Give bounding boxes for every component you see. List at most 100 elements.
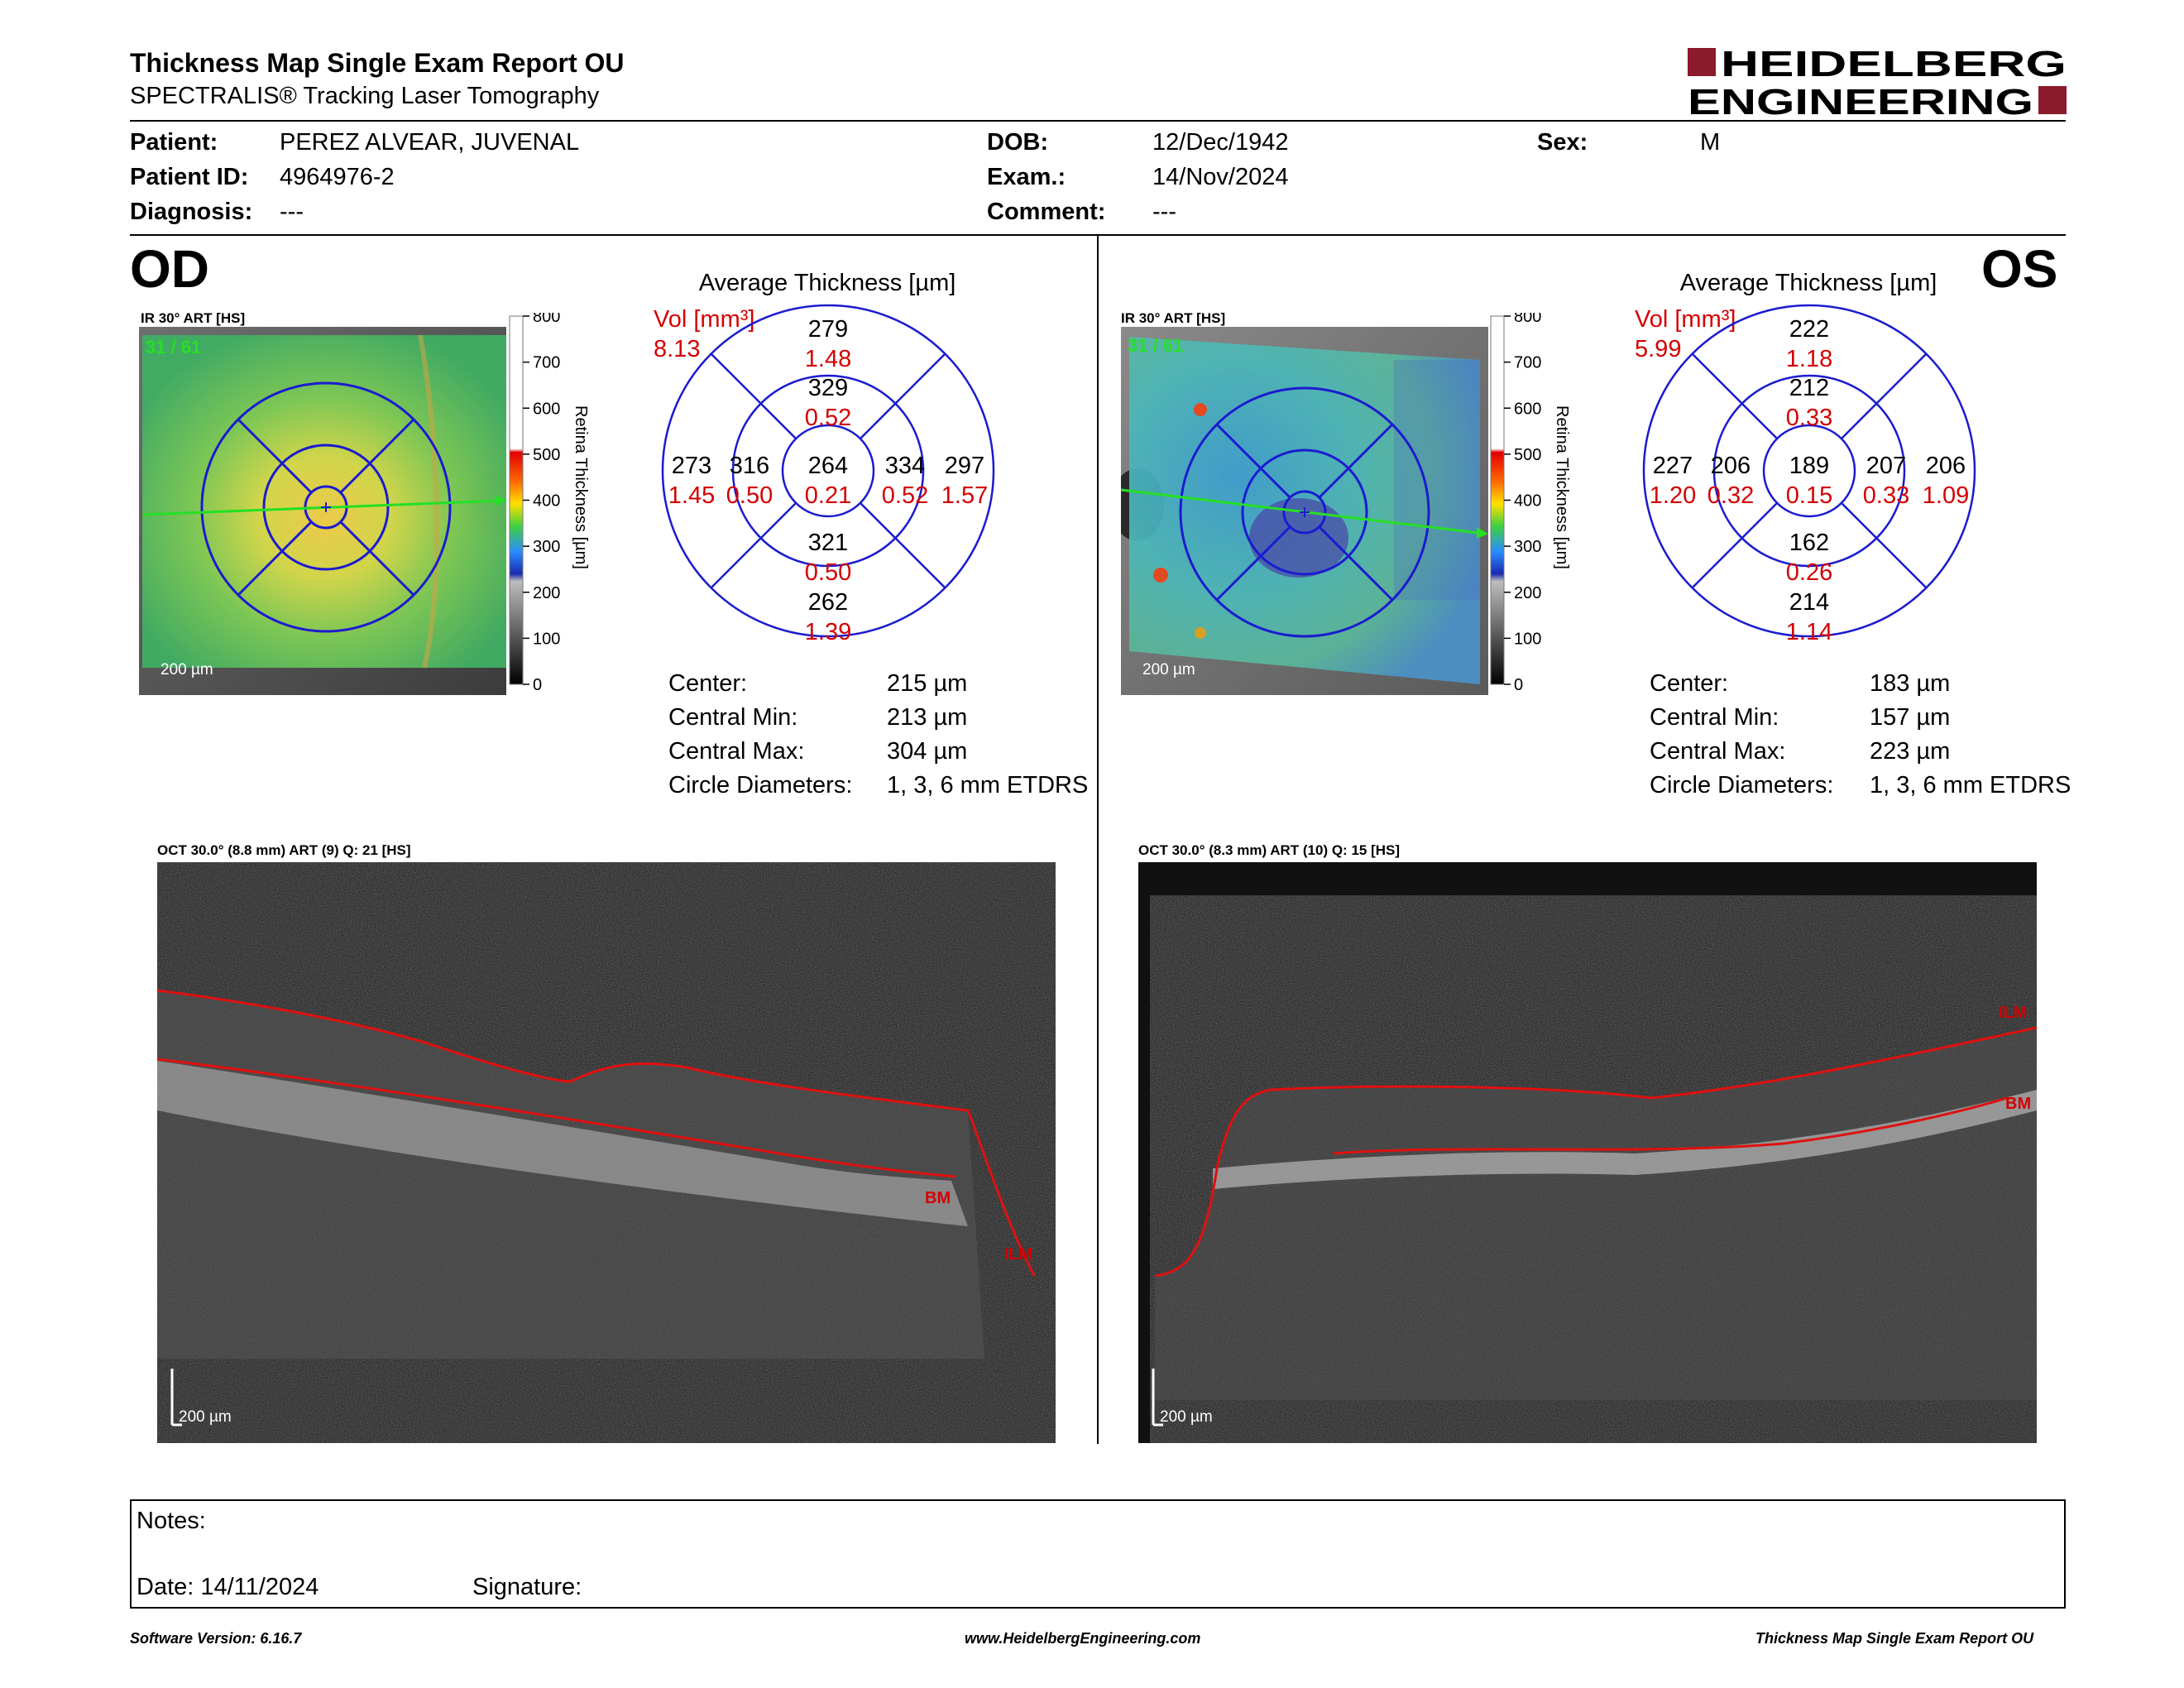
report-subtitle: SPECTRALIS® Tracking Laser Tomography	[130, 83, 600, 109]
dob-label: DOB:	[987, 129, 1049, 156]
os-colorbar-tick-label: 200	[1514, 584, 1541, 602]
os-min-label: Central Min:	[1650, 704, 1779, 731]
os-outer-sup-vol: 1.18	[1786, 346, 1832, 372]
os-ilm-label: ILM	[1999, 1004, 2027, 1022]
od-colorbar-tick-label: 0	[533, 676, 542, 693]
od-avg-title: Average Thickness [µm]	[698, 270, 956, 296]
os-min-value: 157 µm	[1870, 704, 1951, 731]
od-bm-label: BM	[925, 1189, 951, 1207]
os-etdrs-center-ring	[1762, 424, 1856, 518]
od-inner-right-vol: 0.52	[882, 482, 928, 509]
os-colorbar: 800 700 600 500 400 300 200 100 0	[1490, 313, 1541, 693]
os-outer-right: 206	[1926, 453, 1966, 479]
patient-divider	[130, 234, 2066, 236]
od-vol-label: Vol [mm³]	[654, 306, 755, 333]
od-inner-inf-vol: 0.50	[805, 559, 851, 586]
od-oct-scan: BM ILM 200 µm	[157, 862, 1056, 1443]
os-inner-inf-vol: 0.26	[1786, 559, 1832, 586]
od-outer-inf-vol: 1.39	[805, 619, 851, 640]
os-outer-right-vol: 1.09	[1923, 482, 1969, 509]
od-colorbar-tick-label: 700	[533, 354, 560, 372]
od-max-value: 304 µm	[887, 738, 968, 765]
os-colorbar-tick-label: 400	[1514, 492, 1541, 511]
exam-value: 14/Nov/2024	[1152, 164, 1289, 190]
od-colorbar-tick-label: 800	[533, 313, 560, 326]
signature-label: Signature:	[472, 1574, 582, 1600]
od-outer-left-vol: 1.45	[668, 482, 715, 509]
os-inner-right-vol: 0.33	[1863, 482, 1909, 509]
exam-label: Exam.:	[987, 164, 1066, 190]
os-outer-sup: 222	[1789, 316, 1829, 343]
od-inner-sup: 329	[808, 375, 848, 401]
header-divider	[130, 120, 2066, 122]
os-diam-value: 1, 3, 6 mm ETDRS	[1870, 772, 2071, 798]
footer-software: Software Version: 6.16.7	[130, 1630, 302, 1647]
os-colorbar-tick-label: 600	[1514, 400, 1541, 418]
od-ilm-label: ILM	[1004, 1245, 1032, 1264]
od-ir-label: IR 30° ART [HS]	[141, 310, 246, 326]
od-center-vol: 0.21	[805, 482, 851, 509]
os-center: 189	[1789, 453, 1829, 479]
od-frames: 31 / 61	[146, 337, 201, 357]
od-center-value: 215 µm	[887, 670, 968, 697]
od-colorbar-tick-label: 400	[533, 492, 560, 511]
os-inner-sup-vol: 0.33	[1786, 405, 1832, 431]
od-min-value: 213 µm	[887, 704, 968, 731]
od-center-label: Center:	[668, 670, 748, 697]
footer-website[interactable]: www.HeidelbergEngineering.com	[965, 1630, 1201, 1647]
od-oct-label: OCT 30.0° (8.8 mm) ART (9) Q: 21 [HS]	[157, 842, 411, 858]
diagnosis-value: ---	[280, 199, 304, 225]
od-vol-value: 8.13	[654, 336, 701, 362]
os-vol-value: 5.99	[1635, 336, 1682, 362]
od-oct-scale: 200 µm	[179, 1408, 232, 1426]
sex-value: M	[1700, 129, 1721, 156]
os-outer-left: 227	[1653, 453, 1693, 479]
os-eye-label: OS	[1981, 239, 2058, 299]
od-outer-right-vol: 1.57	[941, 482, 988, 509]
logo-square-bottom	[2038, 86, 2067, 114]
od-inner-right: 334	[885, 453, 925, 479]
od-outer-inf: 262	[808, 589, 848, 616]
od-colorbar-tick-label: 500	[533, 446, 560, 464]
os-colorbar-title: Retina Thickness [µm]	[1553, 405, 1571, 569]
sex-label: Sex:	[1537, 129, 1588, 156]
os-inner-inf: 162	[1789, 530, 1829, 556]
notes-label: Notes:	[136, 1508, 206, 1534]
logo-line2: ENGINEERING	[1688, 82, 2033, 117]
od-max-label: Central Max:	[668, 738, 805, 765]
notes-box[interactable]: Notes: Date: 14/11/2024 Signature:	[130, 1499, 2066, 1609]
os-outer-inf: 214	[1789, 589, 1829, 616]
os-vol-label: Vol [mm³]	[1635, 306, 1736, 333]
os-colorbar-tick-label: 500	[1514, 446, 1541, 464]
od-colorbar-tick-label: 300	[533, 538, 560, 556]
od-eye-label: OD	[130, 239, 209, 299]
os-bm-label: BM	[2005, 1095, 2031, 1113]
os-etdrs-inner-ring	[1712, 374, 1906, 568]
od-inner-sup-vol: 0.52	[805, 405, 851, 431]
od-outer-right: 297	[945, 453, 984, 479]
os-etdrs-outer-ring	[1642, 304, 1976, 638]
os-colorbar-tick-label: 800	[1514, 313, 1541, 326]
os-inner-sup: 212	[1789, 375, 1829, 401]
os-oct-label: OCT 30.0° (8.3 mm) ART (10) Q: 15 [HS]	[1138, 842, 1401, 858]
eye-divider	[1097, 236, 1099, 1444]
comment-value: ---	[1152, 199, 1176, 225]
patient-label: Patient:	[130, 129, 218, 156]
logo-line1: HEIDELBERG	[1721, 46, 2067, 84]
od-min-label: Central Min:	[668, 704, 798, 731]
logo-square-top	[1688, 48, 1716, 76]
od-etdrs-outer-ring	[661, 304, 995, 638]
od-colorbar-title: Retina Thickness [µm]	[572, 405, 590, 569]
os-inner-right: 207	[1866, 453, 1906, 479]
patient-name: PEREZ ALVEAR, JUVENAL	[280, 129, 580, 156]
od-colorbar: 800 700 600 500 400 300 200 100 0	[509, 313, 560, 693]
od-fundus-map: 31 / 61 200 µm	[139, 327, 506, 695]
od-colorbar-tick-label: 600	[533, 400, 560, 418]
os-center-vol: 0.15	[1786, 482, 1832, 509]
od-outer-sup-vol: 1.48	[805, 346, 851, 372]
os-inner-left-vol: 0.32	[1707, 482, 1754, 509]
os-oct-scale: 200 µm	[1160, 1408, 1213, 1426]
os-max-value: 223 µm	[1870, 738, 1951, 765]
od-etdrs-center-ring	[781, 424, 875, 518]
heidelberg-logo: HEIDELBERG ENGINEERING	[1688, 46, 2067, 117]
